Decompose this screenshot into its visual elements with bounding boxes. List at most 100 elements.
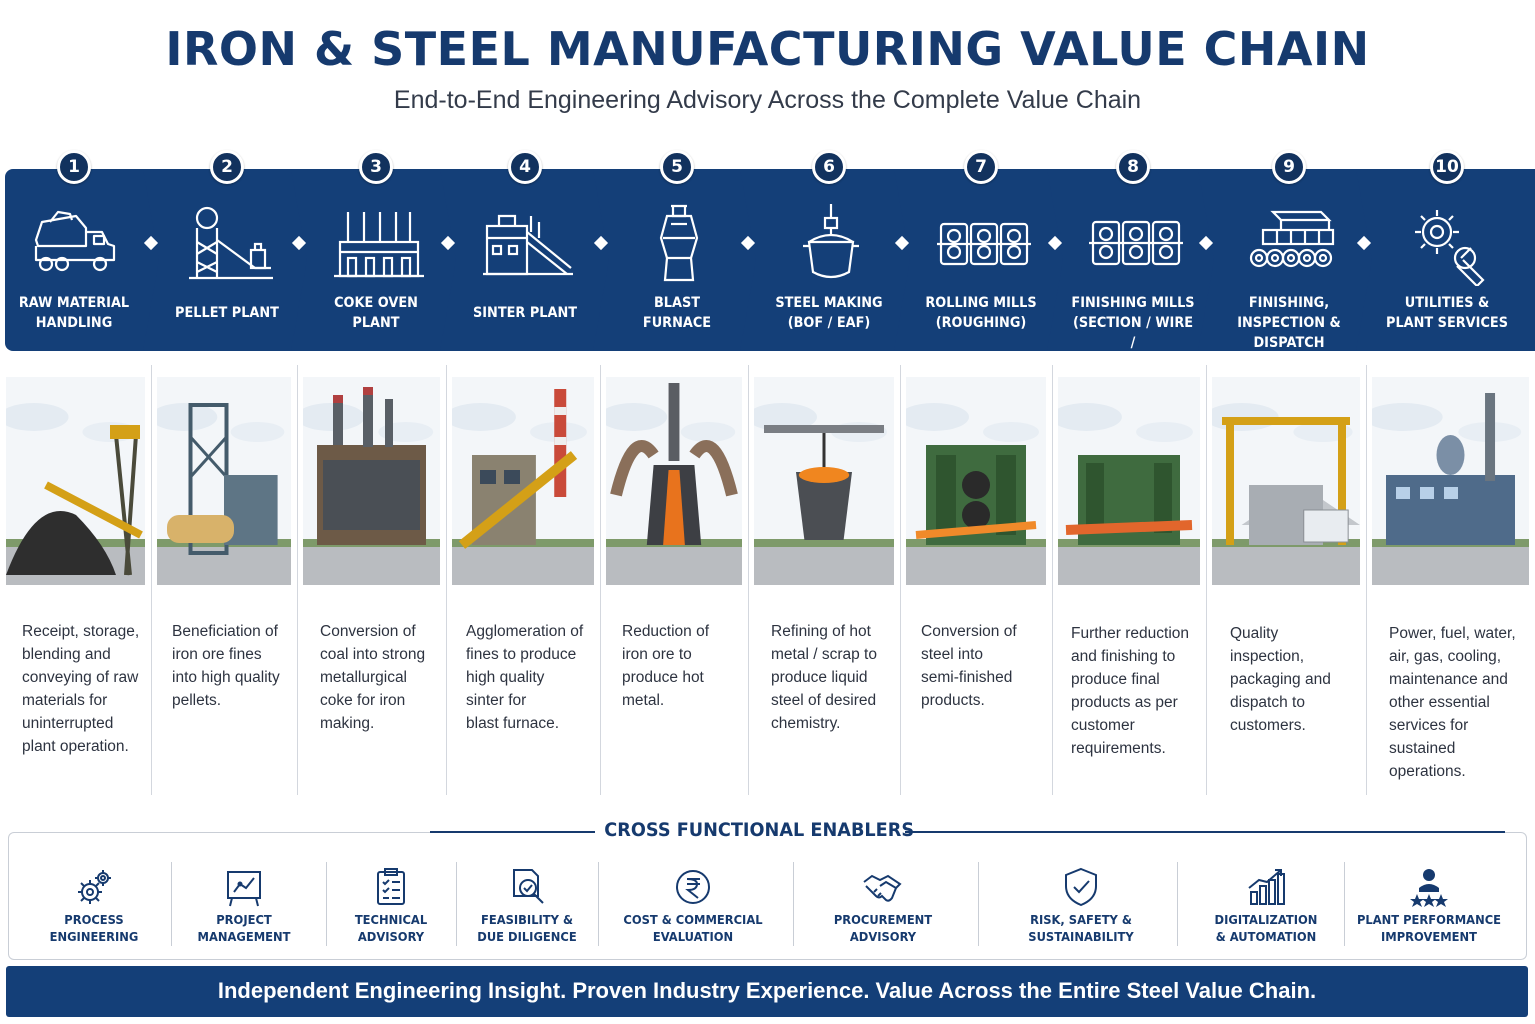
- stage-label-line: PLANT SERVICES: [1386, 315, 1508, 331]
- enablers-rule-left: [430, 831, 595, 833]
- rolling-mill-icon: [935, 202, 1031, 286]
- description-line: customer: [1071, 717, 1135, 734]
- stage-number-10: 10: [1430, 150, 1464, 184]
- stage-number-8: 8: [1116, 150, 1150, 184]
- column-divider: [600, 365, 601, 795]
- description-line: packaging and: [1230, 671, 1331, 688]
- column-divider: [748, 365, 749, 795]
- stage-label-2: PELLET PLANT: [163, 303, 292, 323]
- description-line: coke for iron: [320, 692, 406, 709]
- stage-label-10: UTILITIES & PLANT SERVICES: [1383, 293, 1512, 333]
- stage-label-line: PLATE / COIL): [1084, 355, 1182, 371]
- description-line: requirements.: [1071, 740, 1166, 757]
- handshake-icon: [862, 866, 904, 908]
- enabler-item: DIGITALIZATION & AUTOMATION: [1176, 866, 1356, 952]
- stage-label-4: SINTER PLANT: [461, 303, 590, 323]
- stage-label-line: (ROUGHING): [935, 315, 1027, 331]
- description-line: Reduction of: [622, 623, 710, 640]
- description-line: Beneficiation of: [172, 623, 278, 640]
- enabler-label: FEASIBILITY & DUE DILIGENCE: [444, 911, 610, 945]
- enabler-label: RISK, SAFETY & SUSTAINABILITY: [998, 911, 1164, 945]
- enabler-label: COST & COMMERCIAL EVALUATION: [610, 911, 776, 945]
- description-line: inspection,: [1230, 648, 1305, 665]
- stage-label-line: (BOF / EAF): [787, 315, 871, 331]
- description-line: operations.: [1389, 763, 1466, 780]
- description-line: Power, fuel, water,: [1389, 625, 1516, 642]
- description-line: customers.: [1230, 717, 1306, 734]
- description-line: making.: [320, 715, 375, 732]
- growth-chart-icon: [1245, 866, 1287, 908]
- stage-label-3: COKE OVEN PLANT: [312, 293, 441, 333]
- enabler-label-line: DUE DILIGENCE: [477, 929, 577, 944]
- description-line: steel into: [921, 646, 984, 663]
- stage-illustration-6: [747, 377, 894, 585]
- description-line: produce hot: [622, 669, 704, 686]
- enabler-divider: [978, 862, 979, 946]
- description-line: high quality: [466, 669, 545, 686]
- column-divider: [1206, 365, 1207, 795]
- stage-number-9: 9: [1272, 150, 1306, 184]
- stage-chevron-8: [1047, 169, 1216, 351]
- clipboard-icon: [370, 866, 412, 908]
- stage-label-line: STEEL MAKING: [775, 295, 883, 311]
- enabler-item: PROJECT MANAGEMENT: [154, 866, 334, 952]
- stage-illustration-1: [0, 377, 145, 585]
- enabler-label-line: PROCUREMENT: [833, 912, 933, 927]
- stage-number-3: 3: [359, 150, 393, 184]
- stage-label-line: SINTER PLANT: [472, 305, 578, 321]
- enabler-label-line: TECHNICAL: [354, 912, 428, 927]
- enabler-label-line: ADVISORY: [849, 929, 917, 944]
- page-title: IRON & STEEL MANUFACTURING VALUE CHAIN: [165, 22, 1370, 76]
- description-line: coal into strong: [320, 646, 426, 663]
- stage-label-line: HANDLING: [35, 315, 113, 331]
- enabler-divider: [598, 862, 599, 946]
- dump-truck-icon: [28, 202, 124, 286]
- enabler-item: TECHNICAL ADVISORY: [301, 866, 481, 952]
- enabler-label-line: FEASIBILITY &: [480, 912, 574, 927]
- description-line: into high quality: [172, 669, 280, 686]
- enabler-label-line: EVALUATION: [652, 929, 734, 944]
- enabler-item: FEASIBILITY & DUE DILIGENCE: [437, 866, 617, 952]
- enabler-divider: [326, 862, 327, 946]
- description-line: blast furnace.: [466, 715, 560, 732]
- stage-description-5: Reduction of iron ore to produce hot metal.: [622, 620, 709, 712]
- description-line: products as per: [1071, 694, 1178, 711]
- column-divider: [151, 365, 152, 795]
- gear-wrench-icon: [1401, 202, 1497, 288]
- description-line: produce final: [1071, 671, 1160, 688]
- enabler-label: PLANT PERFORMANCE IMPROVEMENT: [1346, 911, 1512, 945]
- stage-description-2: Beneficiation of iron ore fines into high …: [172, 620, 280, 712]
- stage-illustration-8: [1050, 377, 1200, 585]
- enabler-label-line: PROJECT: [216, 912, 272, 927]
- stage-chevron-10: [1356, 169, 1535, 351]
- stage-label-line: DISPATCH: [1253, 335, 1325, 351]
- footer-banner: Independent Engineering Insight. Proven …: [6, 966, 1528, 1017]
- stage-illustration-5: [599, 377, 742, 585]
- enabler-divider: [1344, 862, 1345, 946]
- description-line: Conversion of: [320, 623, 416, 640]
- enablers-title: CROSS FUNCTIONAL ENABLERS: [595, 819, 924, 841]
- stage-illustration-9: [1204, 377, 1360, 585]
- stage-label-line: FURNACE: [642, 315, 712, 331]
- enabler-label-line: & AUTOMATION: [1215, 929, 1317, 944]
- enabler-item: PLANT PERFORMANCE IMPROVEMENT: [1339, 866, 1519, 952]
- description-line: fines to produce: [466, 646, 577, 663]
- ladle-icon: [783, 202, 879, 286]
- stage-label-line: UTILITIES &: [1404, 295, 1490, 311]
- value-chain-stages: 1 RAW MATERIAL HANDLING Receipt, storage,…: [0, 150, 1535, 805]
- description-line: iron ore to: [622, 646, 692, 663]
- stage-description-1: Receipt, storage, blending and conveying o…: [22, 620, 139, 758]
- stage-label-line: BLAST: [653, 295, 701, 311]
- description-line: uninterrupted: [22, 715, 114, 732]
- stage-chevron-5: [593, 169, 758, 351]
- stage-number-4: 4: [508, 150, 542, 184]
- column-divider: [446, 365, 447, 795]
- enabler-label-line: PLANT PERFORMANCE: [1356, 912, 1502, 927]
- description-line: services for: [1389, 717, 1469, 734]
- description-line: Further reduction: [1071, 625, 1190, 642]
- description-line: maintenance and: [1389, 671, 1508, 688]
- stage-label-line: COKE OVEN: [334, 295, 418, 311]
- enabler-label: DIGITALIZATION & AUTOMATION: [1183, 911, 1349, 945]
- column-divider: [900, 365, 901, 795]
- stage-label-7: ROLLING MILLS (ROUGHING): [917, 293, 1046, 333]
